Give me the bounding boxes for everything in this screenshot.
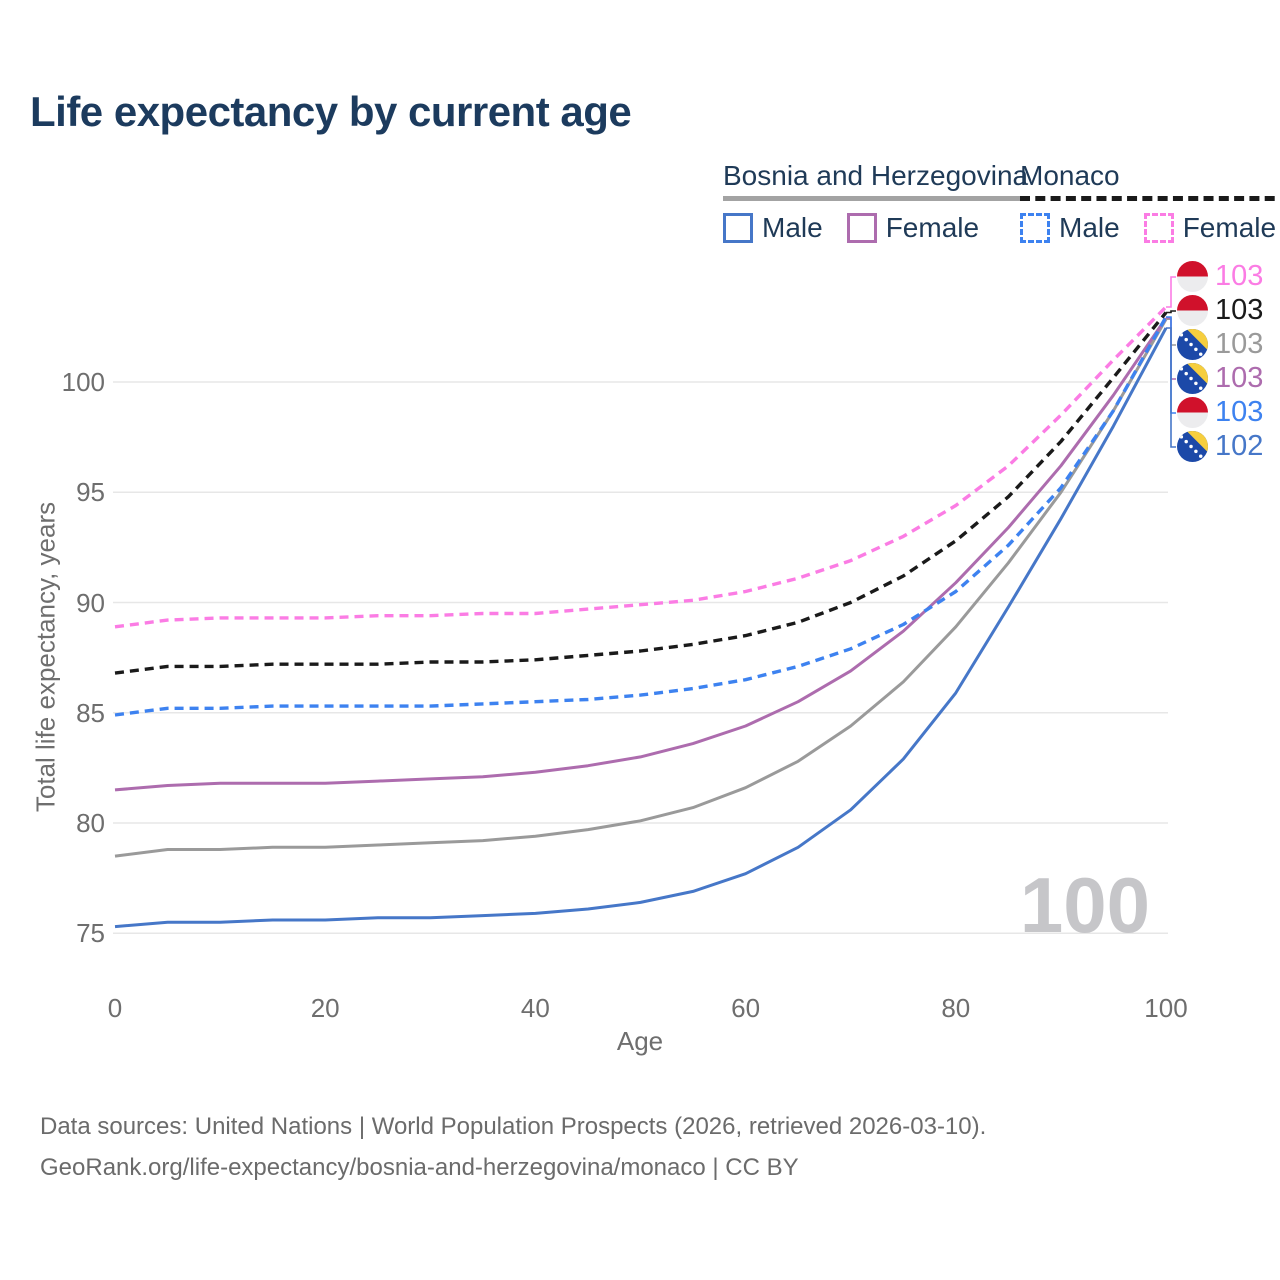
x-axis-title: Age (616, 1026, 664, 1056)
monaco-flag-icon (1177, 397, 1208, 428)
legend-item-monaco-female[interactable]: Female (1143, 212, 1277, 244)
endpoint-value: 103 (1215, 362, 1264, 394)
legend-line-sample-solid (723, 196, 1029, 201)
series-line-bih_female (114, 317, 1168, 792)
bosnia-male-swatch (723, 213, 753, 243)
label-connector-bih_male (1166, 327, 1176, 448)
series-line-monaco_male (114, 316, 1168, 717)
legend-item-monaco-male[interactable]: Male (1020, 212, 1120, 244)
bosnia-flag-icon (1177, 363, 1208, 394)
bosnia-flag-icon (1177, 431, 1208, 462)
value-label-bih_male: 102 (1177, 431, 1263, 462)
legend-item-label: Male (762, 212, 823, 243)
value-label-monaco_total: 103 (1177, 295, 1263, 326)
x-tick-80: 80 (941, 993, 971, 1023)
label-connector-monaco_female (1166, 276, 1176, 308)
endpoint-value: 103 (1215, 396, 1264, 428)
value-label-monaco_male: 103 (1177, 397, 1263, 428)
footer: Data sources: United Nations | World Pop… (40, 1106, 986, 1188)
legend-line-sample-dashed (1020, 196, 1280, 201)
source-url: GeoRank.org/life-expectancy/bosnia-and-h… (40, 1154, 799, 1181)
endpoint-value: 103 (1215, 294, 1264, 326)
y-tick-100: 100 (61, 367, 105, 397)
data-sources-note: Data sources: United Nations | World Pop… (40, 1113, 987, 1140)
series-line-monaco_total (114, 311, 1168, 675)
x-tick-0: 0 (107, 993, 123, 1023)
value-label-bih_female: 103 (1177, 363, 1263, 394)
y-tick-95: 95 (76, 477, 105, 508)
bosnia-flag-icon (1177, 329, 1208, 360)
endpoint-value: 103 (1215, 260, 1264, 292)
legend-item-bosnia-female[interactable]: Female (846, 212, 980, 244)
x-tick-60: 60 (731, 993, 761, 1023)
x-tick-40: 40 (520, 993, 550, 1023)
legend-item-label: Male (1059, 212, 1120, 243)
legend-item-label: Female (885, 212, 980, 243)
legend-country-bosnia[interactable]: Bosnia and Herzegovina (723, 160, 1029, 191)
legend-country-monaco[interactable]: Monaco (1020, 160, 1120, 191)
monaco-female-swatch (1143, 213, 1174, 243)
endpoint-value: 103 (1215, 328, 1264, 360)
legend-item-bosnia-male[interactable]: Male (723, 212, 823, 244)
monaco-flag-icon (1177, 295, 1208, 326)
monaco-flag-icon (1177, 261, 1208, 292)
legend-item-label: Female (1182, 212, 1277, 243)
y-axis-title: Total life expectancy, years (30, 501, 61, 813)
monaco-male-swatch (1020, 213, 1050, 243)
endpoint-value: 102 (1215, 430, 1264, 462)
x-tick-20: 20 (310, 993, 340, 1023)
y-tick-85: 85 (76, 697, 105, 728)
bosnia-female-swatch (846, 213, 877, 243)
page-title: Life expectancy by current age (30, 88, 632, 135)
value-label-bih_total: 103 (1177, 329, 1263, 360)
series-line-bih_total (114, 318, 1168, 858)
x-tick-100: 100 (1144, 993, 1188, 1023)
y-tick-80: 80 (76, 808, 105, 838)
label-connector-monaco_total (1166, 310, 1176, 314)
y-tick-90: 90 (76, 587, 105, 618)
gridlines (113, 381, 1168, 934)
legend-group-bosnia: Bosnia and Herzegovina Male Female (723, 160, 1029, 244)
series-line-monaco_female (114, 305, 1168, 629)
value-label-monaco_female: 103 (1177, 261, 1263, 292)
legend-group-monaco: Monaco Male Female (1020, 160, 1280, 244)
y-tick-75: 75 (76, 918, 105, 949)
series-line-bih_male (114, 327, 1168, 929)
age-counter-watermark: 100 (1019, 861, 1150, 949)
